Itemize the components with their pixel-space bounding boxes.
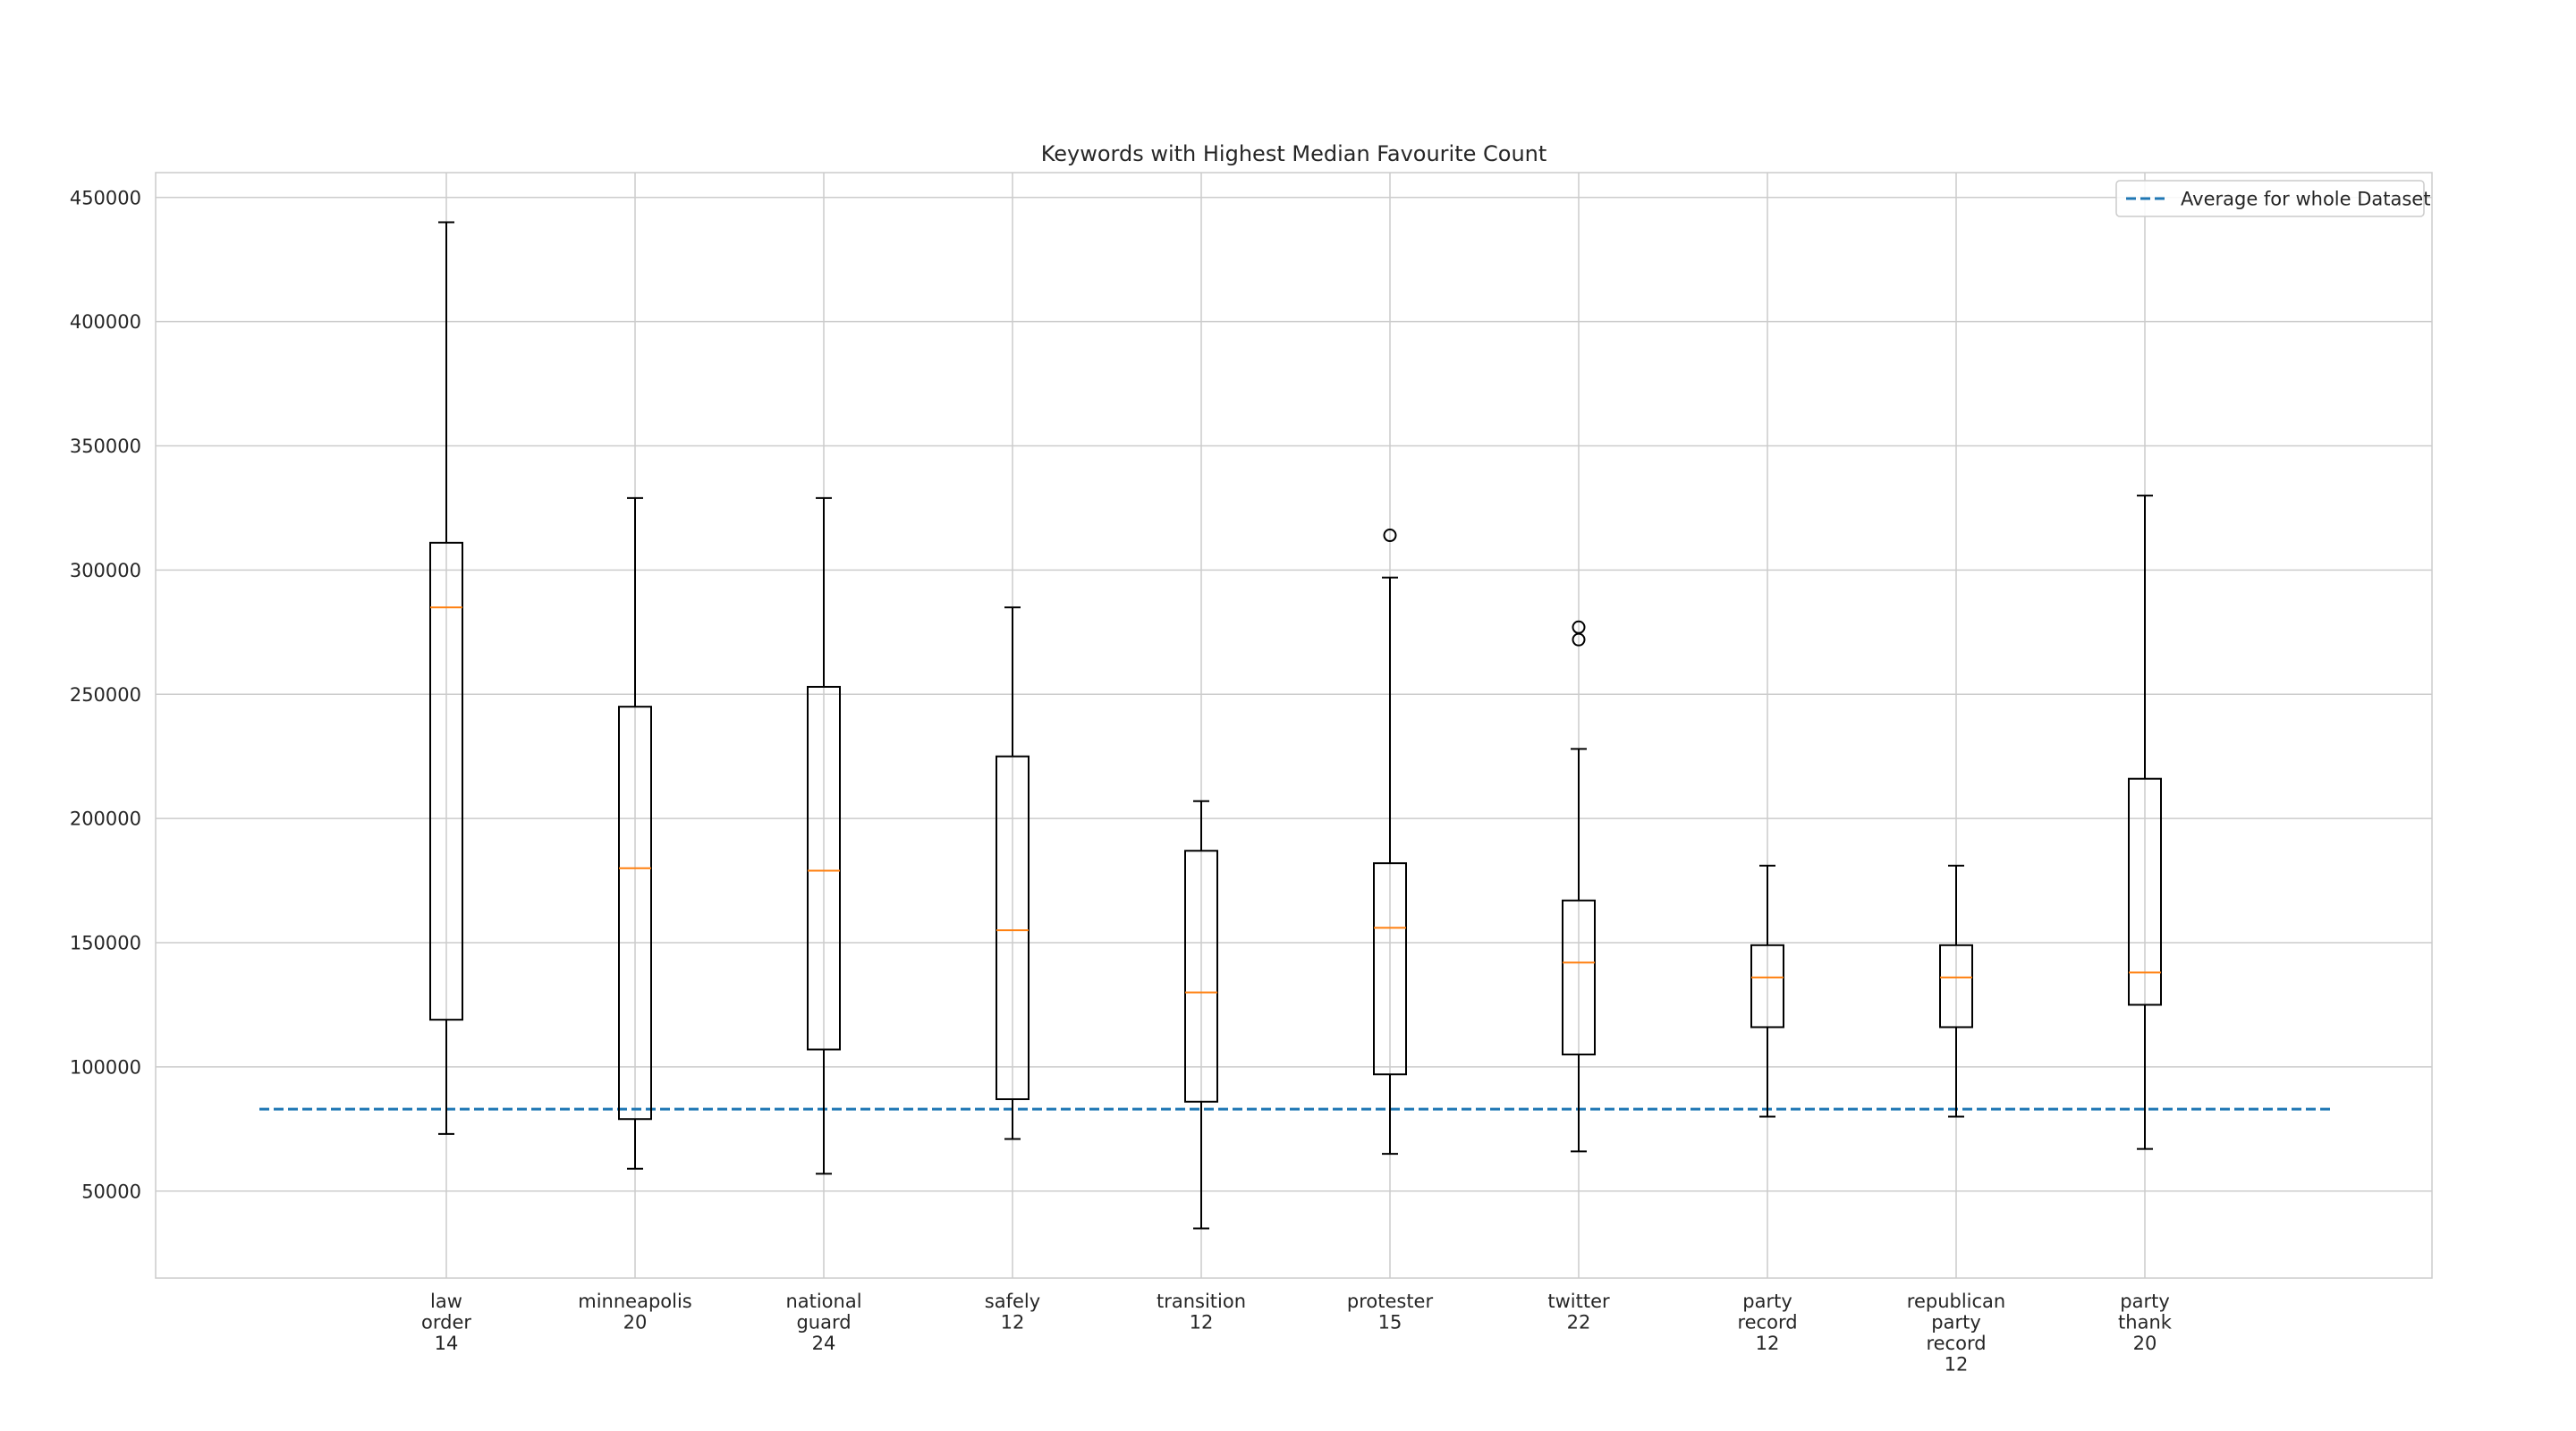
x-tick-label-line: party [2120,1291,2170,1312]
x-tick-label-line: minneapolis [578,1291,692,1312]
x-tick-label-line: guard [796,1312,851,1334]
x-tick-label-line: 12 [1001,1312,1025,1334]
y-tick-label: 50000 [81,1181,141,1202]
x-tick-label-line: order [421,1312,471,1334]
y-tick-label: 400000 [70,311,141,333]
y-tick-label: 200000 [70,809,141,830]
x-tick-label-line: national [785,1291,861,1312]
x-tick-label-line: 15 [1378,1312,1402,1334]
x-tick-label-line: twitter [1547,1291,1610,1312]
y-tick-label: 100000 [70,1056,141,1078]
x-tick-label-line: transition [1157,1291,1246,1312]
legend: Average for whole Dataset [2116,181,2430,216]
x-tick-label-line: 14 [435,1333,459,1354]
chart-title: Keywords with Highest Median Favourite C… [1041,141,1547,166]
x-tick-label-line: 12 [1945,1354,1969,1376]
x-tick-label-line: party [1742,1291,1792,1312]
y-tick-label: 150000 [70,933,141,954]
x-tick-label-line: record [1926,1333,1986,1354]
x-tick-label-line: thank [2118,1312,2173,1334]
legend-label: Average for whole Dataset [2181,189,2430,210]
x-tick-label-line: party [1931,1312,1981,1334]
x-tick-label-line: 12 [1190,1312,1214,1334]
x-tick-label-line: 22 [1567,1312,1591,1334]
x-tick-label-line: 20 [2133,1333,2157,1354]
x-tick-label-line: 20 [623,1312,648,1334]
y-tick-label: 250000 [70,684,141,706]
x-tick-label-line: 24 [812,1333,836,1354]
y-tick-label: 300000 [70,560,141,581]
x-tick-label-line: record [1737,1312,1797,1334]
x-tick-label-line: protester [1347,1291,1434,1312]
y-tick-label: 350000 [70,436,141,457]
x-tick-label-line: safely [985,1291,1040,1312]
x-tick-label-line: law [430,1291,462,1312]
y-tick-label: 450000 [70,187,141,208]
x-tick-label-line: republican [1907,1291,2005,1312]
x-tick-label-line: 12 [1756,1333,1780,1354]
